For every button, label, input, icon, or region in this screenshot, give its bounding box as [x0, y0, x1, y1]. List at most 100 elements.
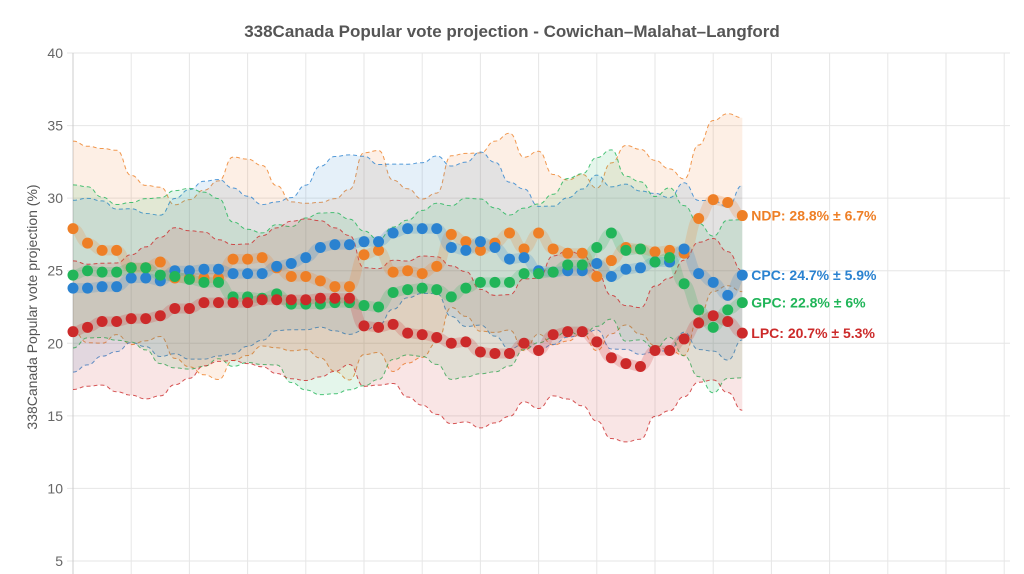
gpc-data-point	[533, 268, 545, 280]
ndp-data-point	[474, 244, 486, 256]
lpc-data-point	[591, 336, 603, 348]
gpc-data-point	[445, 291, 457, 303]
cpc-data-point	[82, 282, 94, 294]
lpc-data-point	[736, 327, 748, 339]
ndp-data-point	[387, 266, 399, 278]
lpc-data-point	[431, 331, 443, 343]
chart-title: 338Canada Popular vote projection - Cowi…	[244, 22, 780, 41]
gpc-data-point	[387, 286, 399, 298]
ndp-band-upper	[72, 113, 743, 206]
cpc-data-point	[736, 269, 748, 281]
gpc-data-point	[169, 271, 181, 283]
ndp-data-point	[649, 246, 661, 258]
ndp-data-point	[300, 271, 312, 283]
ndp-data-point	[736, 210, 748, 222]
cpc-data-point	[111, 281, 123, 293]
ndp-data-point	[431, 260, 443, 272]
y-tick-label: 35	[47, 118, 63, 134]
ndp-data-point	[82, 237, 94, 249]
lpc-data-point	[154, 310, 166, 322]
ndp-data-point	[707, 194, 719, 206]
gpc-data-point	[154, 269, 166, 281]
gpc-data-point	[82, 265, 94, 277]
lpc-data-point	[111, 316, 123, 328]
lpc-data-point	[489, 347, 501, 359]
cpc-data-point	[707, 276, 719, 288]
lpc-band-lower	[72, 360, 743, 443]
lpc-data-point	[169, 302, 181, 314]
ndp-data-point	[373, 244, 385, 256]
lpc-data-point	[358, 320, 370, 332]
gpc-data-point	[460, 282, 472, 294]
gpc-data-point	[213, 276, 224, 288]
cpc-data-point	[605, 271, 617, 283]
gpc-data-point	[678, 278, 690, 290]
cpc-end-label: CPC: 24.7% ± 5.9%	[751, 267, 877, 283]
cpc-data-point	[242, 268, 254, 280]
cpc-data-point	[387, 227, 399, 239]
lpc-data-point	[285, 294, 297, 306]
ndp-data-point	[285, 271, 297, 283]
cpc-data-point	[634, 262, 646, 274]
cpc-data-point	[67, 282, 79, 294]
lpc-data-point	[460, 336, 472, 348]
lpc-data-point	[620, 358, 632, 370]
lpc-data-point	[96, 316, 108, 328]
gpc-data-point	[489, 276, 501, 288]
y-tick-label: 10	[47, 480, 63, 496]
cpc-data-point	[722, 289, 734, 301]
lpc-data-point	[664, 345, 676, 357]
ndp-data-point	[96, 244, 108, 256]
gpc-data-point	[125, 262, 137, 274]
y-tick-label: 30	[47, 190, 63, 206]
cpc-data-point	[96, 281, 108, 293]
lpc-data-point	[271, 294, 283, 306]
ndp-band-lower	[72, 285, 743, 381]
ndp-data-point	[722, 196, 734, 208]
ndp-data-point	[227, 253, 239, 265]
gpc-data-point	[198, 276, 210, 288]
lpc-data-point	[634, 361, 646, 373]
lpc-data-point	[67, 326, 79, 338]
lpc-data-point	[213, 297, 224, 309]
gpc-data-point	[373, 301, 385, 313]
ndp-data-point	[343, 281, 355, 293]
lpc-data-point	[183, 302, 195, 314]
cpc-data-point	[329, 239, 341, 251]
gpc-band-lower	[72, 318, 743, 396]
gpc-data-point	[547, 266, 559, 278]
cpc-data-point	[125, 272, 137, 284]
y-tick-label: 20	[47, 335, 63, 351]
ndp-data-point	[460, 236, 472, 248]
gpc-data-point	[474, 276, 486, 288]
gpc-data-point	[562, 259, 574, 271]
lpc-data-point	[547, 329, 559, 341]
ndp-data-point	[402, 265, 414, 277]
ndp-data-point	[314, 275, 326, 287]
gpc-data-point	[591, 241, 603, 253]
cpc-confidence-band	[73, 151, 743, 373]
cpc-data-point	[445, 241, 457, 253]
gpc-data-point	[111, 266, 123, 278]
cpc-data-point	[474, 236, 486, 248]
lpc-end-label: LPC: 20.7% ± 5.3%	[751, 325, 875, 341]
cpc-data-point	[300, 252, 312, 264]
lpc-data-point	[198, 297, 210, 309]
lpc-data-point	[693, 317, 705, 329]
lpc-data-point	[474, 346, 486, 358]
gpc-data-point	[736, 297, 748, 309]
y-tick-label: 40	[47, 45, 63, 61]
lpc-data-point	[82, 321, 94, 333]
lpc-data-point	[576, 326, 588, 338]
lpc-data-point	[314, 292, 326, 304]
gpc-data-point	[634, 243, 646, 255]
gpc-data-point	[431, 284, 443, 296]
y-tick-label: 15	[47, 408, 63, 424]
cpc-data-point	[416, 223, 428, 235]
cpc-data-point	[358, 236, 370, 248]
cpc-band-lower	[72, 292, 743, 373]
cpc-data-point	[518, 252, 530, 264]
lpc-data-point	[445, 337, 457, 349]
gpc-data-point	[67, 269, 79, 281]
cpc-data-point	[402, 223, 414, 235]
